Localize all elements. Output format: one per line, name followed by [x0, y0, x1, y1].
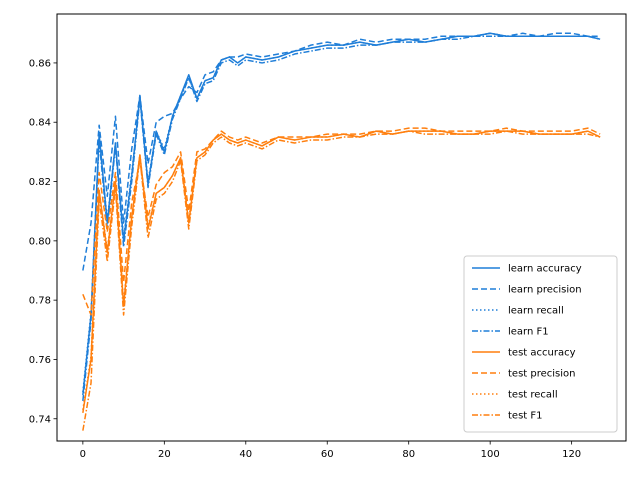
series-line-learn-recall	[82, 32, 601, 393]
axes-frame	[56, 13, 627, 442]
legend-box	[463, 255, 618, 433]
x-tick-label: 80	[402, 449, 415, 460]
legend-label: test precision	[508, 369, 576, 380]
x-tick-label: 120	[562, 449, 581, 460]
x-tick-label: 0	[80, 449, 86, 460]
x-tick-label: 60	[321, 449, 334, 460]
legend-label: test recall	[508, 390, 558, 401]
series-line-learn-f1	[82, 35, 601, 402]
series-layer	[82, 32, 601, 431]
legend-label: learn F1	[508, 327, 549, 338]
legend-label: learn precision	[508, 285, 582, 296]
legend: learn accuracy learn precision learn recal…	[463, 255, 618, 433]
legend-label: learn recall	[508, 306, 564, 317]
x-tick-label: 40	[239, 449, 252, 460]
y-tick-label: 0.84	[29, 118, 51, 129]
series-line-test-f1	[82, 130, 601, 431]
legend-label: test accuracy	[508, 348, 576, 359]
y-tick-label: 0.86	[29, 58, 51, 69]
x-axis: 0 20 40 60 80 100 120	[80, 441, 581, 460]
series-line-learn-precision	[82, 32, 601, 271]
y-tick-label: 0.74	[29, 414, 51, 425]
y-tick-label: 0.78	[29, 296, 51, 307]
x-tick-label: 100	[481, 449, 500, 460]
y-tick-label: 0.76	[29, 355, 51, 366]
y-tick-label: 0.80	[29, 236, 51, 247]
y-tick-label: 0.82	[29, 177, 51, 188]
legend-label: learn accuracy	[508, 264, 582, 275]
legend-label: test F1	[508, 411, 543, 422]
x-tick-label: 20	[158, 449, 171, 460]
y-axis: 0.74 0.76 0.78 0.80 0.82 0.84 0.86	[29, 58, 57, 425]
